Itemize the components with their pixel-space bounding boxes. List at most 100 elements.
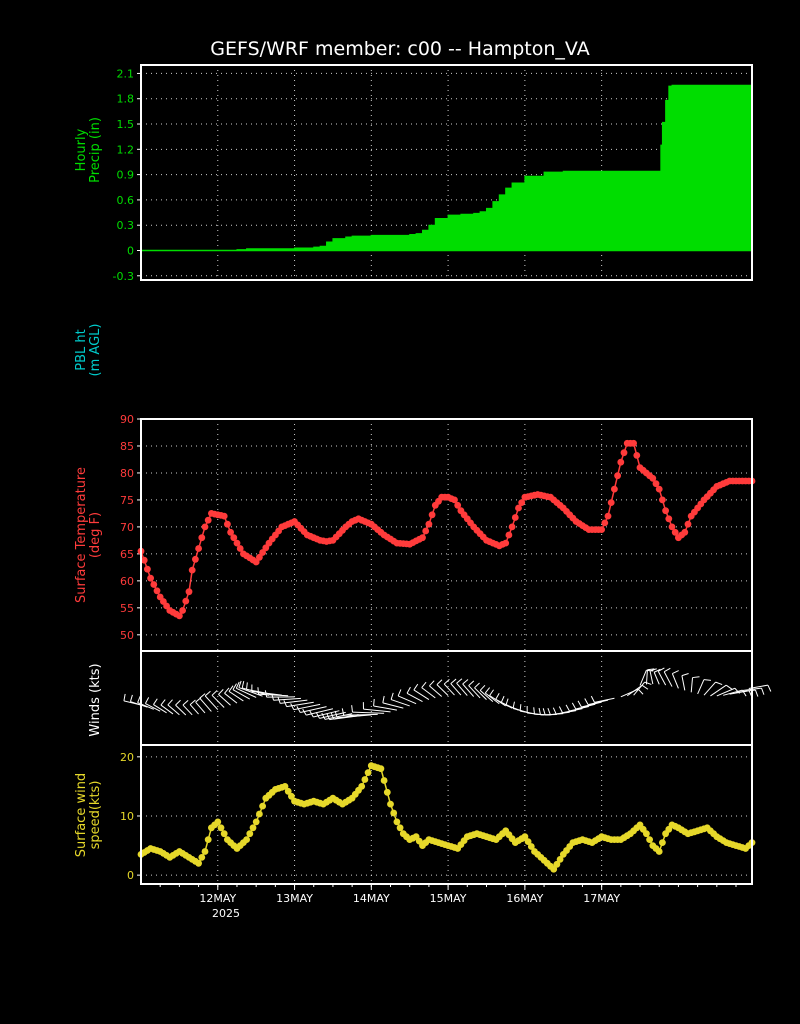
- wind_speed-data-point: [550, 865, 558, 873]
- precip-y-tick-label: 0.6: [117, 194, 135, 207]
- wind-barb: [175, 704, 187, 716]
- wind-barb: [421, 687, 436, 699]
- wind_speed-data-point: [288, 792, 295, 800]
- wind-barb: [258, 693, 289, 697]
- wind_speed-y-tick-label: 20: [120, 751, 134, 764]
- wind-barb-flag: [123, 693, 126, 701]
- wind_speed-data-point: [217, 824, 225, 832]
- precip-panel: -0.3 0 0.3 0.6 0.9 1.2 1.5 1.8 2.1 Hourly Precip (…: [74, 64, 753, 283]
- wind-barb-flag: [421, 681, 427, 688]
- wind_speed-data-point: [527, 843, 535, 850]
- temperature-data-point: [150, 581, 158, 588]
- temperature-data-point: [236, 545, 244, 552]
- pbl-panel: PBL ht (m AGL): [74, 324, 103, 377]
- temperature-data-point: [428, 511, 436, 519]
- temperature-data-point: [451, 496, 458, 504]
- temperature-data-point: [681, 528, 689, 536]
- wind_speed-data-point: [361, 776, 369, 783]
- wind-barb-flag: [663, 667, 671, 673]
- wind-barb-flag: [302, 708, 307, 716]
- temperature-data-point: [230, 534, 238, 542]
- wind-barb-flag: [199, 693, 206, 699]
- wind-barb: [130, 701, 148, 708]
- temperature-data-point: [233, 539, 241, 547]
- wind-barb-flag: [351, 705, 353, 713]
- wind-barb-flag: [547, 708, 551, 715]
- wind-barb: [474, 687, 487, 700]
- wind_speed-data-point: [259, 802, 266, 810]
- wind_speed-y-tick-label: 10: [120, 810, 134, 823]
- wind-barb: [594, 697, 615, 703]
- wind_speed-data-point: [655, 848, 663, 855]
- wind-barb: [588, 699, 609, 706]
- temperature-y-tick-label: 80: [120, 467, 134, 480]
- temperature-ylabel-line: (deg F): [88, 512, 103, 558]
- wind-barb-flag: [755, 689, 759, 697]
- chart-title: GEFS/WRF member: c00 -- Hampton_VA: [210, 38, 589, 60]
- wind-barb-flag: [246, 682, 248, 690]
- wind-barb-flag: [264, 690, 268, 698]
- temperature-data-point: [422, 527, 430, 535]
- winds-panel: Winds (kts): [88, 650, 772, 746]
- temperature-data-point: [188, 566, 196, 574]
- wind_speed-data-point: [195, 859, 203, 867]
- wind-barb: [468, 685, 481, 699]
- precip-y-tick-label: 1.8: [117, 93, 135, 106]
- temperature-data-point: [668, 523, 676, 531]
- wind-barb-flag: [577, 700, 582, 708]
- wind-barb: [649, 670, 654, 685]
- temperature-data-point: [144, 565, 151, 573]
- wind-barb: [373, 705, 398, 711]
- wind-barb-flag: [182, 699, 189, 706]
- temperature-data-point: [684, 520, 692, 528]
- x-tick-label: 14MAY: [353, 892, 390, 905]
- wind-barb: [716, 687, 736, 697]
- wind-barb: [575, 703, 596, 710]
- wind-barb: [436, 684, 449, 696]
- wind-barb: [681, 675, 686, 691]
- wind-barb-flag: [681, 673, 689, 677]
- wind-barb: [382, 702, 404, 709]
- wind-barb-flag: [271, 693, 275, 701]
- temperature-data-point: [671, 528, 679, 536]
- wind-barb: [211, 694, 225, 708]
- wind_speed-data-point: [387, 800, 394, 808]
- temperature-data-point: [419, 534, 426, 542]
- wind-barb-flag: [658, 667, 665, 672]
- wind-barb: [160, 704, 174, 715]
- temperature-data-point: [633, 452, 641, 459]
- wind-barb-flag: [321, 712, 326, 720]
- wind_speed-data-point: [556, 856, 564, 863]
- wind-barb: [645, 669, 648, 685]
- wind_speed-data-point: [377, 765, 385, 773]
- wind-barb-flag: [590, 695, 595, 703]
- wind-barb: [690, 677, 694, 693]
- wind-barb-flag: [296, 706, 301, 713]
- winds-ylabel-line: Winds (kts): [88, 663, 103, 736]
- wind_speed-data-point: [358, 783, 366, 790]
- wind-barb-flag: [137, 695, 141, 703]
- wind-barb-flag: [474, 682, 480, 689]
- temperature-data-point: [617, 458, 625, 466]
- temperature-y-tick-label: 85: [120, 440, 134, 453]
- wind-speed-panel: 0 10 20 Surface wind speed(kts): [74, 744, 756, 885]
- wind-barb-flag: [397, 689, 402, 697]
- temperature-data-point: [652, 480, 660, 488]
- wind-barb: [633, 681, 646, 696]
- wind-barb-flag: [692, 676, 700, 679]
- temperature-data-point: [604, 512, 612, 520]
- wind-barb-flag: [637, 688, 644, 695]
- wind-barb-flag: [767, 684, 772, 692]
- wind_speed-data-point: [256, 810, 263, 818]
- wind-barb-flag: [538, 707, 541, 715]
- temperature-y-tick-label: 70: [120, 521, 134, 534]
- wind_speed-data-point: [643, 830, 650, 838]
- wind-barb-flag: [175, 699, 181, 706]
- precip-y-tick-label: 0: [127, 244, 134, 257]
- wind-barb-flag: [153, 698, 158, 705]
- temperature-data-point: [665, 515, 673, 523]
- wind-barb-flag: [542, 708, 546, 716]
- wind-barb-flag: [725, 684, 733, 690]
- wind_speed-y-tick-label: 0: [127, 869, 134, 882]
- wind-barb-flag: [653, 668, 661, 673]
